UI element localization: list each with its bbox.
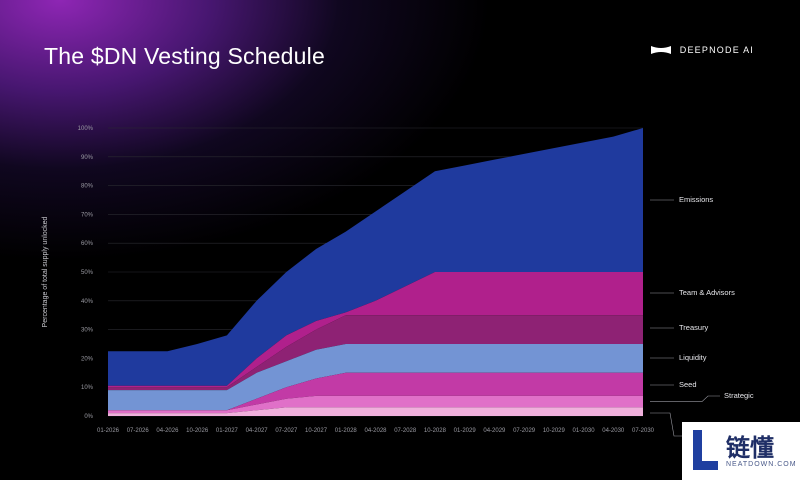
area-liquidity [108,344,643,411]
watermark-cn: 链懂 [726,433,774,462]
y-axis-ticks: 0% 10% 20% 30% 40% 50% 60% 70% 80% 90% 100% [78,126,94,420]
x-tick-label: 10-2029 [543,428,566,434]
x-tick-label: 07-2027 [275,428,298,434]
x-tick-label: 04-2026 [156,428,179,434]
x-tick-label: 10-2026 [186,428,209,434]
x-tick-label: 04-2028 [364,428,387,434]
legend-label: Seed [679,380,697,389]
page-title: The $DN Vesting Schedule [44,43,325,69]
legend-item: Strategic [650,391,754,402]
legend-label: Strategic [724,391,754,400]
legend-label: Team & Advisors [679,288,735,297]
legend-item: Liquidity [650,353,707,362]
brand-name: DEEPNODE AI [679,45,754,55]
x-tick-label: 01-2030 [573,428,596,434]
y-tick-label: 50% [81,270,94,276]
x-tick-label: 01-2029 [454,428,477,434]
y-axis-label: Percentage of total supply unlocked [42,216,49,327]
legend-label: Treasury [679,323,709,332]
x-tick-label: 07-2030 [632,428,655,434]
y-tick-label: 0% [84,414,93,420]
legend-label: Emissions [679,195,713,204]
area-base [108,407,643,416]
brand-logo: DEEPNODE AI [650,44,754,56]
watermark-logo-icon [690,428,720,474]
area-seed [108,372,643,411]
y-tick-label: 90% [81,155,94,161]
y-tick-label: 70% [81,212,94,218]
legend-leader-line [650,395,720,402]
watermark-en: NEATDOWN.COM [726,460,797,468]
x-tick-label: 01-2028 [335,428,358,434]
y-tick-label: 100% [78,126,94,132]
deepnode-logo-icon [650,46,671,54]
y-tick-label: 80% [81,184,94,190]
chart-areas [108,128,643,416]
x-tick-label: 07-2028 [394,428,417,434]
watermark: 链懂 NEATDOWN.COM [682,422,800,480]
legend-item: Team & Advisors [650,288,735,297]
legend-item: Treasury [650,323,709,332]
y-tick-label: 40% [81,299,94,305]
y-tick-label: 20% [81,356,94,362]
legend-label: Liquidity [679,353,707,362]
x-tick-label: 01-2026 [97,428,120,434]
y-tick-label: 60% [81,241,94,247]
area-strategic [108,395,643,414]
x-tick-label: 04-2027 [246,428,269,434]
area-emissions [108,128,643,386]
legend-item: Emissions [650,195,713,204]
x-tick-label: 07-2026 [127,428,150,434]
y-tick-label: 10% [81,385,94,391]
x-tick-label: 01-2027 [216,428,239,434]
x-tick-label: 10-2027 [305,428,328,434]
x-tick-label: 10-2028 [424,428,447,434]
legend-item: Seed [650,380,697,389]
chart-legend: Emissions Team & Advisors Treasury Liquidit… [650,195,754,437]
x-tick-label: 04-2030 [602,428,625,434]
x-axis-ticks: 01-2026 07-2026 04-2026 10-2026 01-2027 04-20… [97,428,655,434]
area-team-advisors [108,272,643,388]
x-tick-label: 04-2029 [483,428,506,434]
x-tick-label: 07-2029 [513,428,536,434]
y-tick-label: 30% [81,328,94,334]
area-treasury [108,315,643,391]
